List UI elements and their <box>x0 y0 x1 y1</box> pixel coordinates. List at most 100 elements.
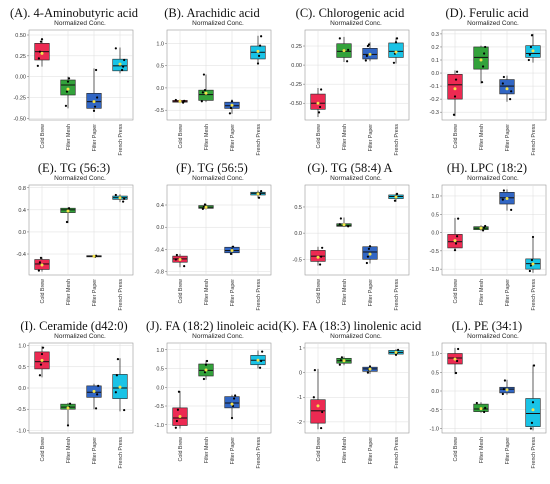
box-cold-brew <box>34 256 50 272</box>
data-point <box>365 54 368 58</box>
data-point <box>366 371 370 374</box>
box-filter-paper <box>86 68 102 112</box>
y-tick-label: 0.8 <box>18 186 26 192</box>
y-tick-label: -1.0 <box>155 423 164 429</box>
x-category-label: Cold Brew <box>40 124 46 149</box>
data-point <box>396 348 400 352</box>
data-point <box>68 402 72 405</box>
mean-marker <box>342 359 346 363</box>
panel-subtitle: Normalized Conc. <box>54 333 106 340</box>
data-point <box>94 68 98 72</box>
mean-marker <box>394 50 398 54</box>
mean-marker <box>230 402 234 406</box>
y-tick-label: -0.5 <box>155 108 164 114</box>
x-category-label: French Press <box>256 437 262 469</box>
mean-marker <box>66 209 70 213</box>
data-point <box>231 245 235 248</box>
data-point <box>174 258 177 261</box>
mean-marker <box>40 263 44 267</box>
x-category-label: French Press <box>531 437 537 469</box>
mean-marker <box>453 239 457 243</box>
y-tick-label: -1.0 <box>17 428 26 434</box>
data-point <box>39 363 43 366</box>
data-point <box>529 45 533 49</box>
y-tick-label: 0.3 <box>431 32 439 38</box>
mean-marker <box>453 87 457 91</box>
y-tick-label: 0.25 <box>291 44 302 50</box>
data-point <box>530 421 534 424</box>
data-point <box>368 365 372 368</box>
data-point <box>530 34 534 37</box>
y-tick-label: 0.5 <box>18 365 26 371</box>
data-point <box>530 258 534 262</box>
mean-marker <box>66 87 70 91</box>
data-point <box>320 88 323 91</box>
iqr-box <box>447 74 463 100</box>
mean-marker <box>204 205 208 209</box>
data-point <box>509 98 512 101</box>
box-filter-paper <box>86 254 102 258</box>
x-category-label: Filter Mesh <box>204 279 210 305</box>
data-point <box>339 217 342 220</box>
mean-marker <box>178 257 182 261</box>
data-point <box>122 200 125 203</box>
mean-marker <box>178 99 182 103</box>
y-tick-label: -0.5 <box>430 408 439 414</box>
data-point <box>123 408 126 412</box>
box-french-press <box>250 350 266 369</box>
data-point <box>261 350 264 353</box>
y-tick-label: 1 <box>299 346 302 352</box>
box-french-press <box>388 192 404 202</box>
data-point <box>37 269 40 272</box>
mean-marker <box>256 192 260 196</box>
mean-marker <box>505 197 509 201</box>
panel-title: (F). TG (56:5) <box>176 161 248 175</box>
x-category-label: Filter Paper <box>505 437 511 465</box>
panel-6: (F). TG (56:5)Normalized Conc. -0.8 -0.4 0.… <box>155 161 272 311</box>
data-point <box>123 58 126 62</box>
data-point <box>366 255 370 258</box>
y-tick-label: -0.3 <box>430 110 439 116</box>
y-tick-label: 0.4 <box>18 208 26 214</box>
data-point <box>229 252 233 255</box>
y-tick-label: 1.0 <box>156 41 164 47</box>
y-tick-label: -0.5 <box>155 404 164 410</box>
data-point <box>528 53 531 56</box>
data-point <box>232 397 236 400</box>
data-point <box>481 65 485 68</box>
box-filter-paper <box>224 394 240 420</box>
data-point <box>256 62 260 65</box>
box-cold-brew <box>310 368 326 430</box>
x-category-label: French Press <box>256 124 262 156</box>
box-cold-brew <box>310 87 326 117</box>
y-tick-label: 0.25 <box>15 54 26 60</box>
box-french-press <box>525 235 541 273</box>
mean-marker <box>342 223 346 227</box>
data-point <box>502 388 505 391</box>
mean-marker <box>118 62 122 66</box>
x-category-label: Cold Brew <box>316 124 322 149</box>
panel-subtitle: Normalized Conc. <box>467 175 519 182</box>
data-point <box>502 189 505 192</box>
mean-marker <box>316 404 320 408</box>
data-point <box>114 193 117 197</box>
data-point <box>174 98 177 102</box>
mean-marker <box>531 408 535 412</box>
x-category-label: French Press <box>394 437 400 469</box>
box-french-press <box>112 47 128 74</box>
mean-marker <box>40 358 44 362</box>
x-category-label: Filter Paper <box>92 124 98 152</box>
mean-marker <box>316 255 320 259</box>
data-point <box>123 197 126 200</box>
data-point <box>501 198 504 201</box>
panel-title: (C). Chlorogenic acid <box>296 6 405 20</box>
data-point <box>200 100 203 103</box>
mean-marker <box>531 262 535 266</box>
x-category-label: Filter Paper <box>368 124 374 152</box>
y-tick-label: -1.0 <box>430 427 439 433</box>
y-tick-label: -0.8 <box>155 270 164 276</box>
y-tick-label: 0 <box>299 371 302 377</box>
panel-title: (E). TG (56:3) <box>38 161 110 175</box>
data-point <box>67 207 71 210</box>
